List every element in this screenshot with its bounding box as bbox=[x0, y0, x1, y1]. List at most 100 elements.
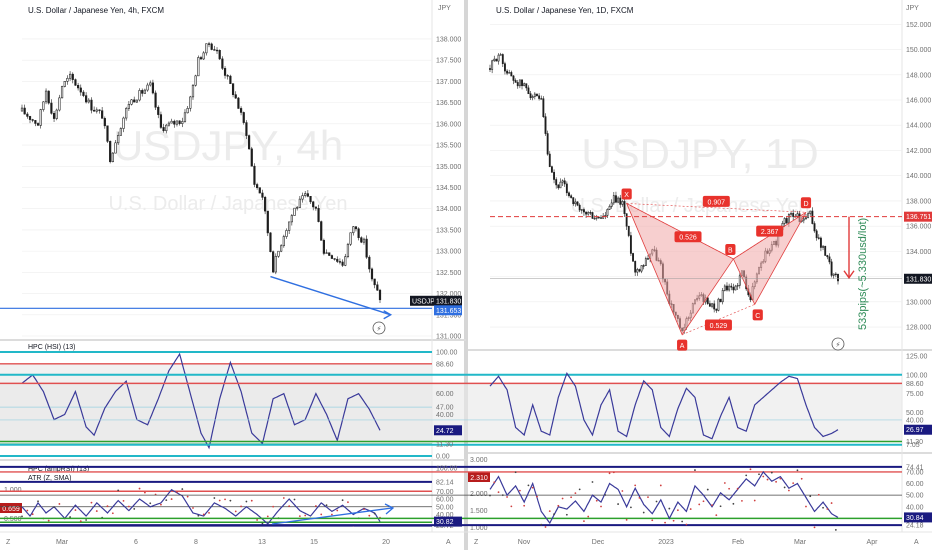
left-hsi-last-value: 24.72 bbox=[436, 428, 454, 435]
right-amprsi-dot bbox=[548, 510, 551, 512]
right-1d-candle bbox=[617, 197, 620, 203]
right-1d-candle bbox=[559, 181, 562, 189]
right-amprsi-dot bbox=[544, 526, 547, 528]
left-corner-a[interactable]: A bbox=[446, 539, 451, 546]
left-osc2-tick-2: 0.500 bbox=[4, 516, 22, 523]
right-amprsi-dot bbox=[792, 482, 795, 485]
left-osc-trendline-arrow bbox=[384, 503, 395, 515]
left-4h-candle bbox=[186, 108, 189, 114]
left-4h-candle bbox=[183, 112, 187, 122]
right-corner-z[interactable]: Z bbox=[474, 539, 479, 546]
right-watermark-sub: U.S. Dollar / Japanese Yen bbox=[570, 195, 809, 217]
right-price-tick-label: 138.000 bbox=[906, 198, 931, 205]
left-osc2-badge: 0.659 bbox=[2, 506, 20, 513]
right-1d-candle bbox=[589, 212, 592, 214]
left-4h-candle bbox=[218, 50, 221, 60]
right-1d-candle bbox=[828, 256, 831, 263]
right-1d-candle bbox=[608, 206, 611, 210]
right-price-tick-label: 148.000 bbox=[906, 72, 931, 79]
pattern-point-x: X bbox=[624, 192, 629, 199]
right-1d-candle bbox=[529, 93, 532, 99]
right-hsi-tick-label: 75.00 bbox=[906, 391, 924, 398]
left-amprsi-dot bbox=[26, 509, 29, 512]
left-osc2-title: HPC (ampRSI) (13) bbox=[28, 466, 89, 473]
right-1d-candle bbox=[531, 96, 534, 99]
right-1d-candle bbox=[578, 204, 581, 211]
left-event-icon[interactable] bbox=[372, 321, 386, 335]
right-x-label: Dec bbox=[592, 539, 605, 546]
left-4h-candle bbox=[87, 99, 90, 103]
left-hsi-line bbox=[21, 352, 381, 450]
left-amprsi-dot bbox=[240, 505, 242, 508]
left-amprsi-dot bbox=[363, 508, 365, 511]
left-amprsi-tick-label: 100.00 bbox=[436, 466, 458, 473]
left-4h-candle bbox=[63, 81, 66, 87]
right-1d-candle bbox=[837, 273, 839, 282]
left-price-tick-label: 136.500 bbox=[436, 100, 461, 107]
right-amprsi-dot bbox=[638, 496, 641, 499]
right-1d-candle bbox=[817, 237, 820, 239]
left-4h-candle bbox=[296, 207, 299, 209]
left-line-price: 131.653 bbox=[436, 308, 461, 315]
left-amprsi-dot bbox=[160, 503, 162, 506]
right-price-tick-label: 142.000 bbox=[906, 148, 931, 155]
left-4h-candle bbox=[301, 195, 304, 200]
left-price-tick-label: 134.500 bbox=[436, 185, 461, 192]
left-hsi-last-bg bbox=[434, 425, 462, 436]
left-hsi-tick-label: 60.00 bbox=[436, 391, 454, 398]
left-amprsi-tick-label: 82.14 bbox=[436, 479, 454, 486]
right-1d-candle bbox=[715, 308, 718, 311]
left-4h-candle bbox=[135, 99, 138, 103]
right-1d-candle bbox=[555, 179, 558, 186]
right-1d-candle bbox=[732, 286, 735, 291]
left-4h-candle bbox=[119, 128, 122, 136]
left-4h-candle bbox=[210, 43, 213, 50]
right-1d-candle bbox=[719, 298, 722, 303]
left-corner-z[interactable]: Z bbox=[6, 539, 11, 546]
right-1d-candle bbox=[497, 54, 500, 62]
right-corner-a[interactable]: A bbox=[914, 539, 919, 546]
left-4h-candle bbox=[106, 125, 109, 142]
right-1d-candle bbox=[606, 209, 609, 216]
right-1d-candle bbox=[536, 93, 538, 97]
left-amprsi-dot bbox=[58, 503, 61, 505]
right-1d-candle bbox=[734, 285, 737, 291]
left-x-label: 8 bbox=[194, 539, 198, 546]
left-x-label: Mar bbox=[56, 539, 69, 546]
left-4h-candle bbox=[309, 196, 312, 203]
right-1d-candle bbox=[792, 212, 795, 217]
right-amprsi-tick-label: 60.00 bbox=[906, 481, 924, 488]
right-1d-candle bbox=[783, 218, 786, 224]
right-1d-candle bbox=[499, 54, 502, 56]
left-amprsi-dot bbox=[111, 512, 114, 515]
right-hsi-tick-label: 50.00 bbox=[906, 410, 924, 417]
right-1d-candle bbox=[834, 273, 837, 276]
right-1d-candle bbox=[802, 218, 805, 221]
right-amprsi-dot bbox=[514, 471, 517, 474]
right-target-price: 136.751 bbox=[906, 214, 931, 221]
left-4h-candle bbox=[253, 165, 256, 185]
right-event-icon[interactable] bbox=[831, 337, 845, 351]
right-amprsi-dot bbox=[753, 499, 756, 502]
right-amprsi-dot bbox=[497, 491, 500, 494]
left-4h-candle bbox=[79, 87, 82, 93]
right-amprsi-dot bbox=[805, 505, 807, 508]
pattern-point-x-bg bbox=[621, 188, 632, 200]
left-amprsi-tick-label: 70.00 bbox=[436, 489, 454, 496]
left-amprsi-dot bbox=[117, 489, 120, 492]
pattern-point-b: B bbox=[728, 247, 733, 254]
left-amprsi-dot bbox=[165, 499, 168, 502]
left-4h-candle bbox=[223, 68, 227, 76]
left-4h-candle bbox=[189, 96, 192, 109]
right-1d-candle bbox=[516, 82, 519, 87]
left-4h-candle bbox=[293, 207, 296, 216]
right-1d-candle bbox=[510, 72, 513, 77]
right-amprsi-tick-label: 70.00 bbox=[906, 469, 924, 476]
right-hsi-tick-label: 88.60 bbox=[906, 381, 924, 388]
left-4h-candle bbox=[304, 193, 307, 196]
right-amprsi-dot bbox=[630, 506, 632, 509]
right-1d-candle bbox=[495, 58, 498, 62]
right-1d-candle bbox=[553, 171, 555, 180]
left-amprsi-dot bbox=[176, 490, 178, 493]
right-target-price-bg bbox=[904, 211, 932, 222]
